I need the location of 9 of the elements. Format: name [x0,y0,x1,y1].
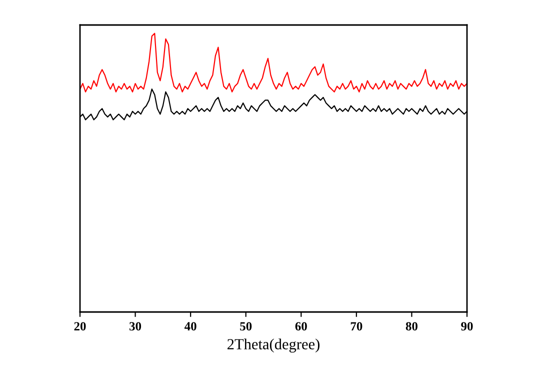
x-axis-title: 2Theta(degree) [228,338,320,353]
x-tick-label: 20 [74,322,86,331]
x-tick-label: 50 [240,322,252,331]
x-tick-label: 70 [350,322,362,331]
x-tick-label: 30 [130,322,142,331]
x-tick-label: 40 [184,322,196,331]
x-tick-label: 60 [295,322,307,331]
x-tick-label: 80 [406,322,418,331]
x-tick-label: 90 [461,322,473,331]
